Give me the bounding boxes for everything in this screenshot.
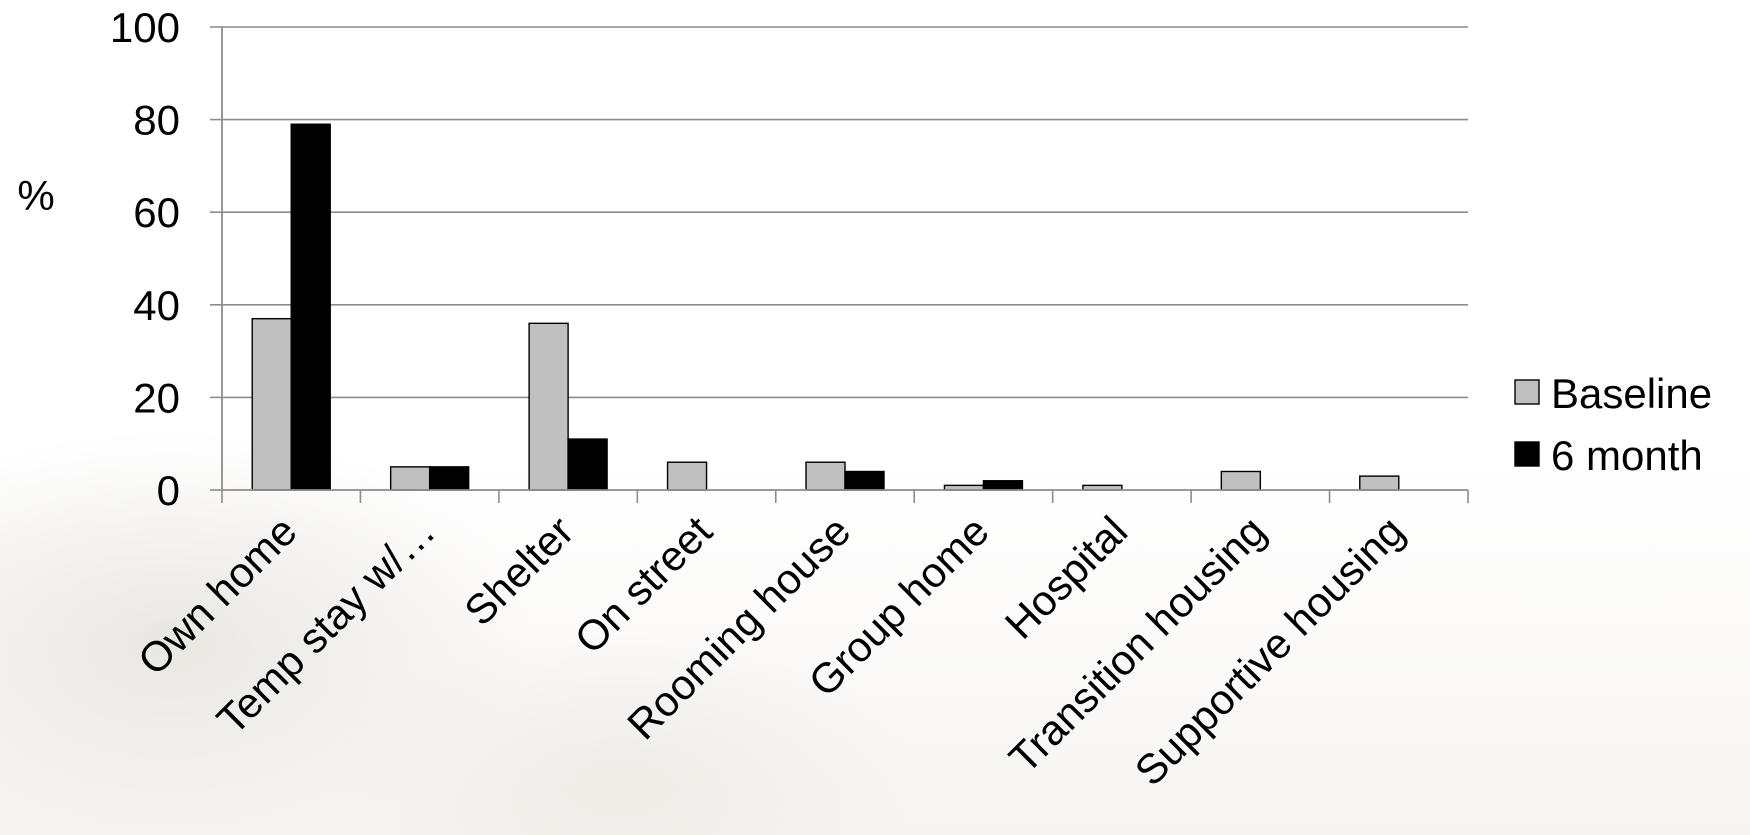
- y-axis-title: %: [17, 172, 54, 219]
- legend-swatch-0: [1514, 379, 1540, 405]
- x-category-label-2: Shelter: [455, 507, 582, 634]
- bar-baseline-7: [1220, 470, 1262, 491]
- y-tick-label-20: 20: [133, 374, 180, 421]
- y-axis-tick-labels: 0 20 40 60 80 100: [110, 4, 180, 514]
- y-tick-label-80: 80: [133, 97, 180, 144]
- bar-6-month-0: [290, 123, 331, 491]
- bar-baseline-4: [805, 461, 846, 491]
- legend-swatch-1: [1514, 441, 1540, 467]
- axes: [221, 27, 1469, 503]
- bar-6-month-2: [567, 438, 608, 491]
- bar-baseline-8: [1359, 475, 1400, 491]
- bars: [251, 123, 1400, 491]
- y-tick-label-60: 60: [133, 189, 180, 236]
- legend: Baseline 6 month: [1514, 370, 1712, 479]
- bar-6-month-1: [428, 466, 470, 491]
- y-tick-label-0: 0: [157, 467, 180, 514]
- y-tick-label-100: 100: [110, 4, 180, 51]
- x-category-label-6: Hospital: [996, 507, 1137, 648]
- legend-label-1: 6 month: [1551, 432, 1703, 479]
- x-category-label-7: Transition housing: [1000, 507, 1275, 782]
- bar-6-month-4: [844, 470, 885, 491]
- legend-label-0: Baseline: [1551, 370, 1712, 417]
- bar-6-month-5: [982, 480, 1024, 491]
- x-category-label-8: Supportive housing: [1126, 507, 1414, 795]
- gridlines: [210, 26, 1468, 491]
- bar-baseline-1: [389, 466, 431, 491]
- bar-baseline-0: [251, 317, 292, 491]
- bar-baseline-3: [666, 461, 708, 491]
- bar-baseline-2: [528, 322, 569, 491]
- y-tick-label-40: 40: [133, 282, 180, 329]
